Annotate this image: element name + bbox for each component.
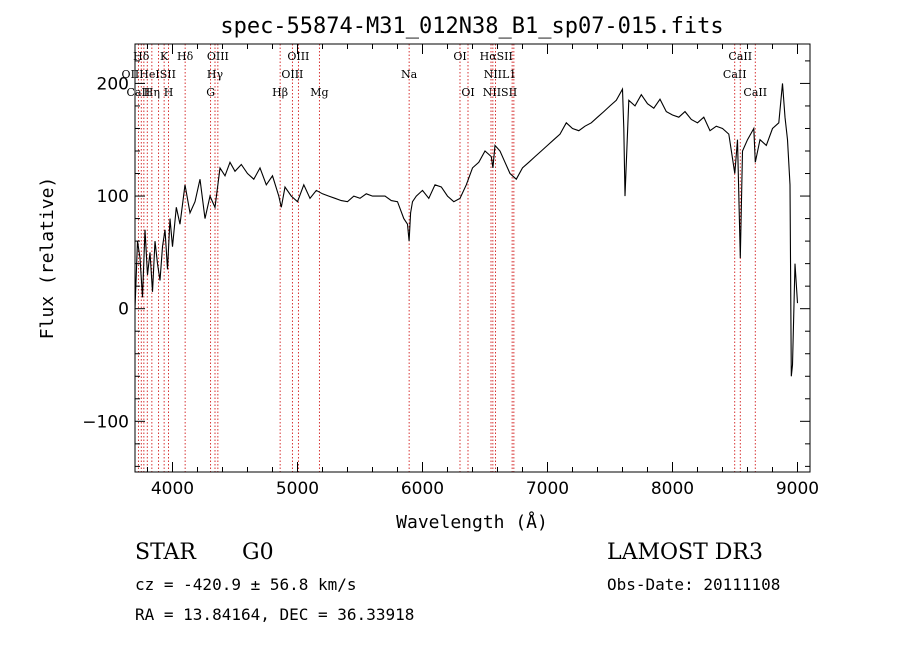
x-tick-label: 7000	[526, 479, 569, 499]
survey-name: LAMOST DR3	[607, 540, 763, 565]
axis-ticks: 4000 5000 6000 7000 8000 9000 −100 0 100 200	[82, 44, 819, 499]
x-tick-label: 4000	[151, 479, 194, 499]
emission-line-markers	[137, 44, 756, 472]
y-tick-label: 0	[118, 300, 129, 320]
line-label: G	[206, 86, 215, 99]
x-tick-label: 8000	[651, 479, 694, 499]
line-label: Na	[401, 68, 418, 81]
y-tick-label: 100	[97, 187, 129, 207]
line-label: CaII	[743, 86, 767, 99]
line-label: Hδ	[133, 50, 150, 63]
line-label: OI	[453, 50, 466, 63]
line-label: OI	[461, 86, 474, 99]
line-label: HαSII	[480, 50, 513, 63]
redshift-velocity: cz = -420.9 ± 56.8 km/s	[135, 575, 357, 594]
spectral-subclass: G0	[242, 540, 274, 565]
line-label: Hβ	[272, 86, 288, 99]
x-tick-label: 5000	[276, 479, 319, 499]
line-label: NIIL1	[484, 68, 517, 81]
ra-dec-coordinates: RA = 13.84164, DEC = 36.33918	[135, 605, 415, 624]
line-label: K	[160, 50, 169, 63]
line-label: Hγ	[207, 68, 224, 81]
line-label: OIII	[281, 68, 303, 81]
line-label: CaII	[723, 68, 747, 81]
line-label: NIISII	[483, 86, 518, 99]
line-label: H	[164, 86, 174, 99]
line-label: OIII	[287, 50, 309, 63]
line-label: CaII	[728, 50, 752, 63]
line-label: Mg	[310, 86, 328, 99]
spectrum-line	[134, 83, 799, 377]
object-class: STAR	[135, 540, 196, 565]
line-label: Hδ	[177, 50, 194, 63]
chart-title: spec-55874-M31_012N38_B1_sp07-015.fits	[220, 14, 723, 39]
observation-date: Obs-Date: 20111108	[607, 575, 781, 594]
x-tick-label: 6000	[401, 479, 444, 499]
emission-line-labels: Hδ K Hδ OIII OIII OI HαSII CaII OIIHeISII Hγ OIII N…	[122, 50, 768, 99]
line-label: CaII	[127, 86, 151, 99]
y-tick-label: 200	[97, 74, 129, 94]
x-tick-label: 9000	[776, 479, 819, 499]
y-tick-label: −100	[82, 412, 129, 432]
line-label: OIIHeISII	[122, 68, 176, 81]
plot-frame	[134, 43, 811, 473]
line-label: OIII	[207, 50, 229, 63]
line-label: Hη	[144, 86, 160, 99]
x-axis-label: Wavelength (Å)	[396, 511, 548, 533]
y-axis-label: Flux (relative)	[37, 177, 58, 340]
